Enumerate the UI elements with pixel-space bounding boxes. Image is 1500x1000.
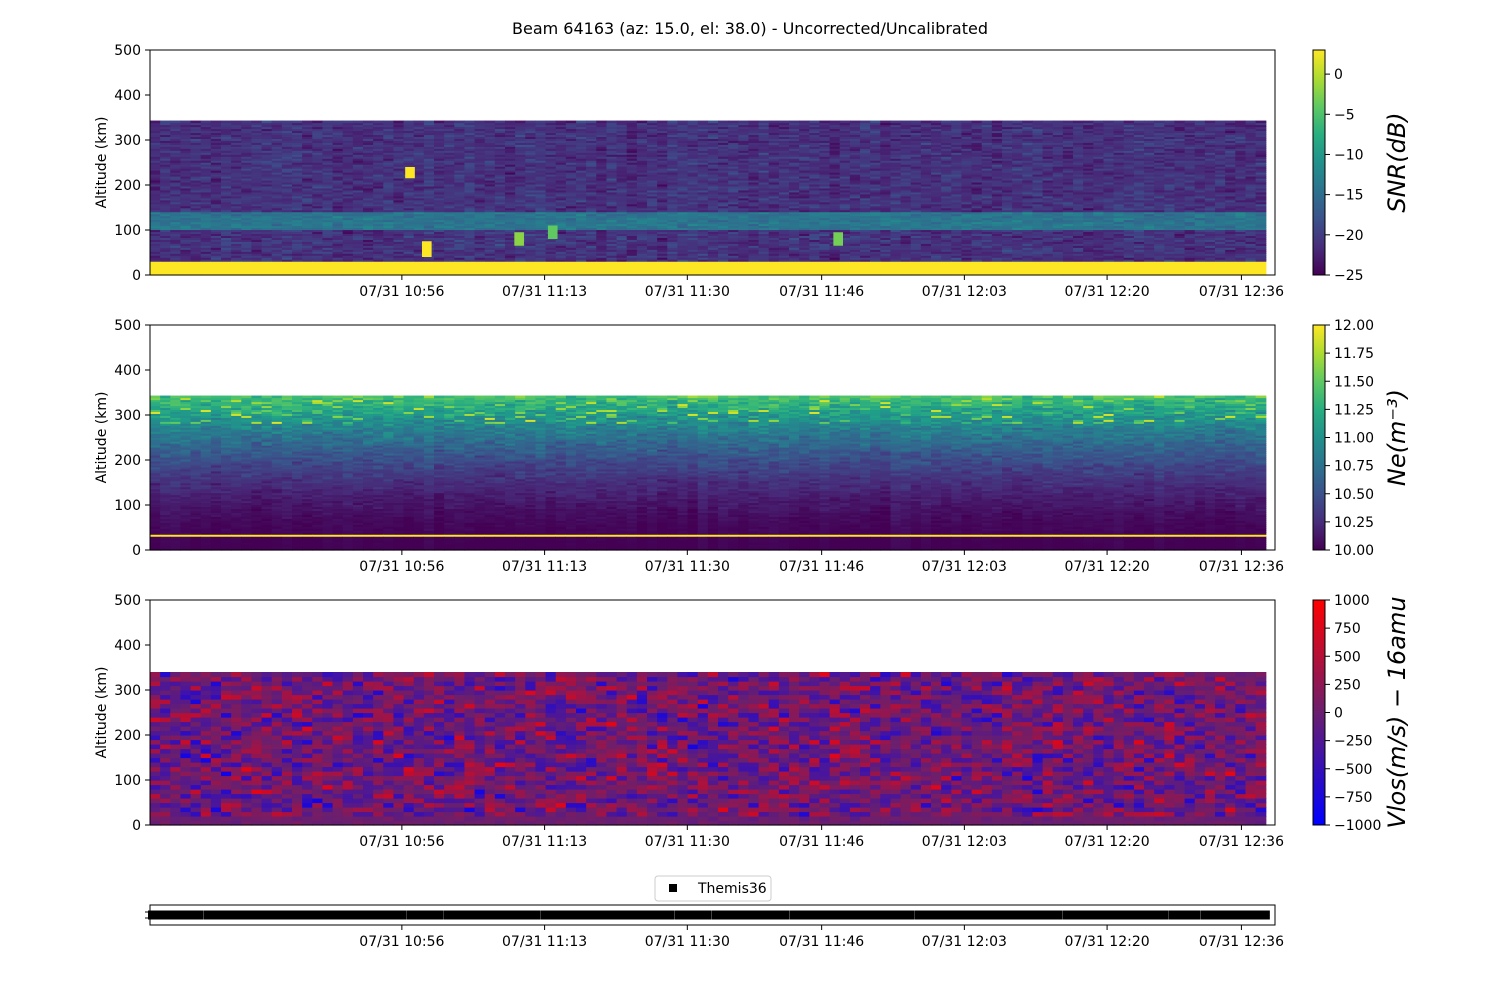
snr-cell bbox=[272, 121, 283, 124]
snr-cell bbox=[505, 121, 516, 124]
snr-cell bbox=[201, 121, 212, 124]
snr-cell bbox=[353, 121, 364, 124]
snr-cell bbox=[191, 121, 202, 124]
snr-heatmap bbox=[150, 121, 1266, 276]
snr-cell bbox=[759, 121, 770, 124]
snr-cell bbox=[363, 121, 374, 124]
snr-cell bbox=[789, 121, 800, 124]
snr-cell bbox=[667, 121, 678, 124]
snr-cell bbox=[424, 121, 435, 124]
figure-title: Beam 64163 (az: 15.0, el: 38.0) - Uncorr… bbox=[512, 19, 988, 38]
snr-cell bbox=[444, 121, 455, 124]
snr-cell bbox=[454, 121, 465, 124]
snr-cell bbox=[677, 121, 688, 124]
snr-cell bbox=[769, 121, 780, 124]
snr-cell bbox=[414, 121, 425, 124]
snr-cell bbox=[282, 121, 293, 124]
snr-cell bbox=[698, 121, 709, 124]
snr-cell bbox=[688, 121, 699, 124]
snr-cell bbox=[779, 121, 790, 124]
snr-cell bbox=[404, 121, 415, 124]
snr-cell bbox=[637, 121, 648, 124]
snr-cell bbox=[586, 121, 597, 124]
snr-cell bbox=[647, 121, 658, 124]
snr-cell bbox=[292, 121, 303, 124]
snr-cell bbox=[393, 121, 404, 124]
snr-cell bbox=[434, 121, 445, 124]
snr-cell bbox=[718, 121, 729, 124]
snr-cell bbox=[231, 121, 242, 124]
snr-cell bbox=[748, 121, 759, 124]
snr-cell bbox=[333, 121, 344, 124]
snr-cell bbox=[241, 121, 252, 124]
snr-cell bbox=[383, 121, 394, 124]
snr-cell bbox=[576, 121, 587, 124]
snr-cell bbox=[556, 121, 567, 124]
snr-cell bbox=[150, 121, 161, 124]
snr-cell bbox=[728, 121, 739, 124]
snr-cell bbox=[535, 121, 546, 124]
snr-cell bbox=[596, 121, 607, 124]
snr-cell bbox=[657, 121, 668, 124]
snr-cell bbox=[312, 121, 323, 124]
snr-cell bbox=[627, 121, 638, 124]
snr-cell bbox=[606, 121, 617, 124]
snr-cell bbox=[343, 121, 354, 124]
snr-cell bbox=[566, 121, 577, 124]
snr-cell bbox=[262, 121, 273, 124]
snr-cell bbox=[211, 121, 222, 124]
snr-cell bbox=[221, 121, 232, 124]
snr-cell bbox=[485, 121, 496, 124]
snr-cell bbox=[302, 121, 313, 124]
snr-cell bbox=[546, 121, 557, 124]
snr-cell bbox=[160, 121, 171, 124]
snr-cell bbox=[525, 121, 536, 124]
snr-cell bbox=[515, 121, 526, 124]
snr-cell bbox=[170, 121, 181, 124]
snr-cell bbox=[180, 121, 191, 124]
snr-cell bbox=[251, 121, 262, 124]
snr-cell bbox=[708, 121, 719, 124]
snr-cell bbox=[475, 121, 486, 124]
snr-cell bbox=[738, 121, 749, 124]
snr-cell bbox=[373, 121, 384, 124]
snr-cell bbox=[617, 121, 628, 124]
snr-cell bbox=[495, 121, 506, 124]
snr-cell bbox=[322, 121, 333, 124]
snr-cell bbox=[464, 121, 475, 124]
